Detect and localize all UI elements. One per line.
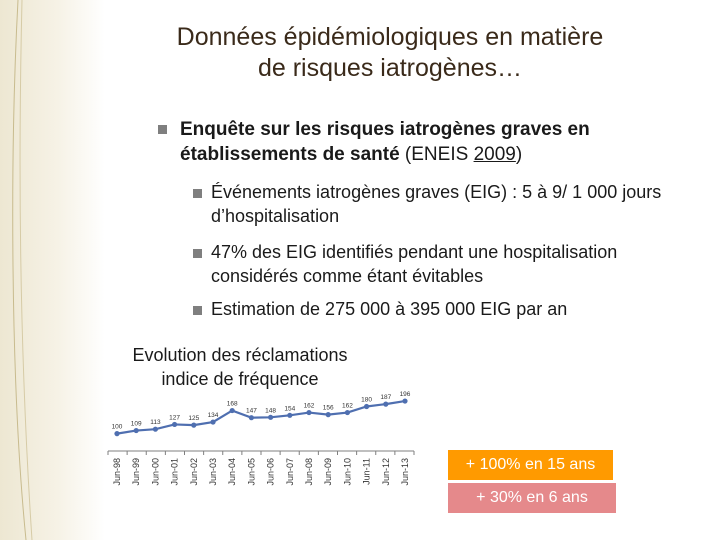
- x-tick-label: Jun-04: [227, 458, 237, 486]
- data-label: 168: [227, 401, 238, 408]
- main-bullet: Enquête sur les risques iatrogènes grave…: [180, 117, 680, 167]
- data-point: [344, 409, 350, 416]
- main-bullet-year: 2009: [473, 144, 516, 165]
- data-point: [306, 409, 312, 416]
- data-label: 154: [284, 405, 295, 412]
- data-point: [268, 414, 274, 420]
- x-tick-label: Jun-03: [208, 458, 218, 486]
- bullet-square-icon: [193, 189, 202, 198]
- data-point: [402, 398, 408, 404]
- data-point: [210, 419, 216, 425]
- bullet-square-icon: [193, 249, 202, 258]
- data-label: 196: [400, 391, 411, 398]
- x-axis-ticks: [107, 451, 415, 455]
- bullet-square-icon: [193, 306, 202, 315]
- x-tick-label: Jun-12: [381, 458, 391, 486]
- data-label: 180: [361, 396, 372, 403]
- data-point: [287, 412, 293, 418]
- bullet-square-icon: [158, 125, 167, 134]
- x-tick-labels: Jun-98 Jun-99 Jun-00 Jun-01 Jun-02 Jun-03 Jun-…: [112, 458, 410, 486]
- x-tick-label: Jun-13: [400, 458, 410, 486]
- sub-bullet-1: Événements iatrogènes graves (EIG) : 5 à…: [211, 182, 662, 226]
- decorative-curves: [12, 0, 33, 540]
- data-label: 187: [380, 394, 391, 401]
- x-tick-label: Jun-10: [342, 458, 352, 486]
- x-tick-label: Jun-01: [170, 458, 180, 486]
- data-point: [172, 421, 178, 428]
- x-tick-label: Jun-11: [362, 458, 372, 485]
- chart-title-block: Evolution des réclamations indice de fré…: [100, 343, 380, 391]
- main-bullet-paren-close: ): [515, 144, 523, 165]
- main-bullet-paren-open: (ENEIS: [399, 144, 474, 165]
- main-bullet-bold: Enquête sur les risques iatrogènes grave…: [180, 119, 590, 165]
- title-line-2: de risques iatrogènes…: [257, 54, 523, 82]
- x-tick-label: Jun-06: [266, 458, 276, 486]
- title-line-1: Données épidémiologiques en matière: [176, 23, 604, 51]
- growth-badge-6-years: + 30% en 6 ans: [448, 483, 616, 513]
- x-tick-label: Jun-05: [246, 458, 256, 486]
- x-tick-label: Jun-09: [323, 458, 333, 486]
- data-point: [152, 426, 158, 432]
- data-label: 127: [169, 414, 180, 421]
- series-line: [116, 399, 406, 435]
- data-point: [229, 407, 235, 414]
- data-label: 156: [323, 405, 334, 412]
- chart-subtitle: indice de fréquence: [161, 369, 319, 389]
- data-point: [383, 401, 389, 407]
- data-label: 162: [342, 403, 353, 410]
- growth-badge-15-years: + 100% en 15 ans: [448, 450, 613, 480]
- data-point: [325, 412, 331, 418]
- data-point: [248, 415, 254, 421]
- data-label: 148: [265, 407, 276, 414]
- x-tick-label: Jun-07: [285, 458, 295, 486]
- series-points: [114, 398, 408, 437]
- data-point: [364, 403, 370, 410]
- data-label: 125: [188, 415, 199, 422]
- x-tick-label: Jun-08: [304, 458, 314, 486]
- decorative-left-band: [0, 0, 105, 540]
- x-tick-label: Jun-00: [150, 458, 160, 486]
- data-label: 147: [246, 408, 257, 415]
- data-point: [191, 422, 197, 428]
- data-label: 162: [304, 403, 315, 410]
- data-label: 113: [150, 419, 161, 426]
- slide-title: Données épidémiologiques en matière de r…: [150, 22, 630, 84]
- sub-bullet-3: Estimation de 275 000 à 395 000 EIG par …: [211, 299, 568, 319]
- chart-title: Evolution des réclamations: [132, 345, 348, 365]
- sub-bullet-2: 47% des EIG identifiés pendant une hospi…: [211, 242, 618, 286]
- x-tick-label: Jun-02: [189, 458, 199, 486]
- data-label: 134: [208, 412, 219, 419]
